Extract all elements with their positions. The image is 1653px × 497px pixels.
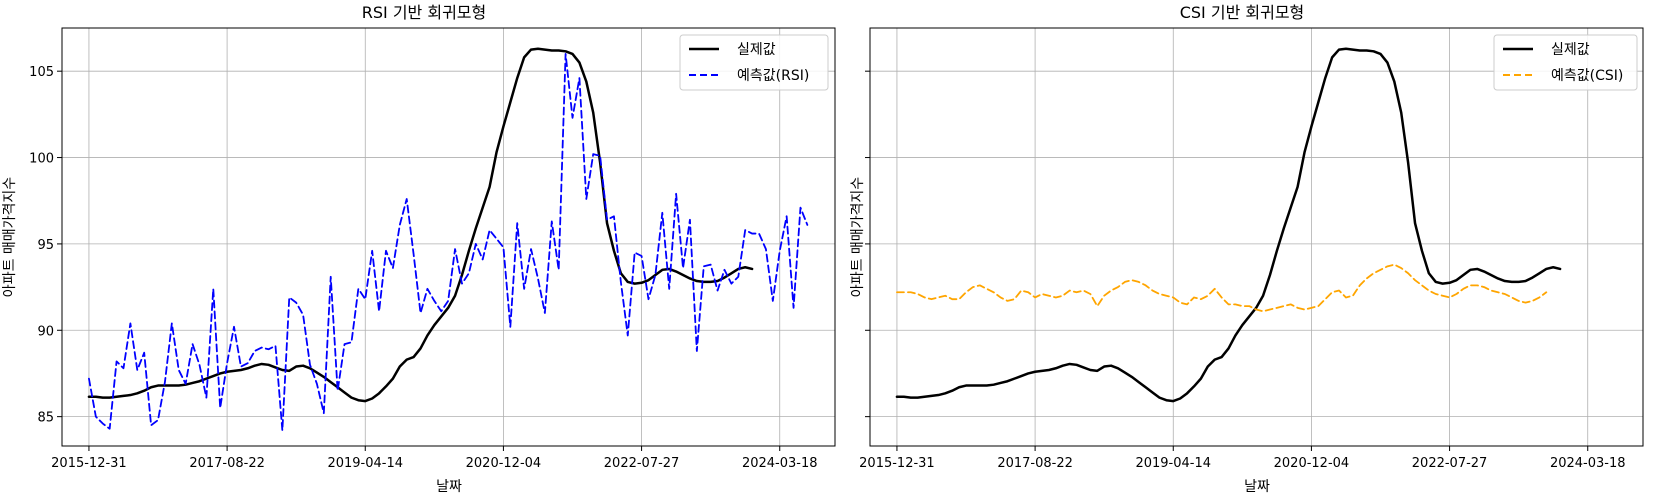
rsi-legend-actual-label: 실제값 — [737, 42, 776, 58]
csi-chart-title: CSI 기반 회귀모형 — [1180, 3, 1305, 22]
rsi-plot-frame — [61, 27, 836, 447]
csi-series-layer — [895, 47, 1562, 403]
rsi-y-tick-label: 105 — [29, 65, 54, 80]
csi-chart-panel: CSI 기반 회귀모형 2015-12-31 2017-08-22 2019-04-… — [850, 3, 1644, 495]
rsi-x-tick-label: 2020-12-04 — [466, 456, 542, 471]
csi-predicted-series-line — [896, 263, 1548, 313]
rsi-x-tick-label: 2022-07-27 — [604, 456, 680, 471]
rsi-y-tick-label: 85 — [37, 411, 54, 426]
rsi-chart-panel: RSI 기반 회귀모형 2015-12-31 2017-08-22 2019-04-… — [2, 3, 836, 495]
rsi-x-tick-label: 2024-03-18 — [742, 456, 818, 471]
csi-y-axis-label: 아파트 매매가격지수 — [850, 177, 866, 297]
csi-legend-actual-label: 실제값 — [1551, 42, 1590, 58]
rsi-x-tick-label: 2019-04-14 — [327, 456, 403, 471]
rsi-x-axis-label: 날짜 — [436, 479, 462, 495]
csi-legend: 실제값 예측값(CSI) — [1493, 34, 1638, 91]
csi-legend-predicted-label: 예측값(CSI) — [1551, 68, 1623, 84]
rsi-x-tick-label: 2015-12-31 — [51, 456, 127, 471]
csi-x-tick-label: 2024-03-18 — [1550, 456, 1626, 471]
rsi-chart-title: RSI 기반 회귀모형 — [362, 3, 486, 22]
rsi-x-tick-label: 2017-08-22 — [189, 456, 265, 471]
rsi-gridlines — [62, 28, 835, 446]
rsi-y-tick-label: 95 — [37, 238, 54, 253]
rsi-y-tick-label: 90 — [37, 324, 54, 339]
csi-x-tick-label: 2020-12-04 — [1274, 456, 1350, 471]
rsi-x-axis-ticks: 2015-12-31 2017-08-22 2019-04-14 2020-12-04… — [51, 446, 818, 471]
rsi-y-tick-label: 100 — [29, 152, 54, 167]
rsi-legend-predicted-label: 예측값(RSI) — [737, 68, 809, 84]
csi-x-tick-label: 2017-08-22 — [997, 456, 1073, 471]
csi-x-axis-ticks: 2015-12-31 2017-08-22 2019-04-14 2020-12-04… — [859, 446, 1626, 471]
csi-x-axis-label: 날짜 — [1244, 479, 1270, 495]
rsi-y-axis-ticks: 85 90 95 100 105 — [29, 65, 62, 426]
csi-y-axis-ticks — [865, 70, 870, 418]
rsi-actual-series-line — [87, 47, 754, 403]
rsi-legend: 실제값 예측값(RSI) — [679, 34, 829, 91]
rsi-series-layer — [87, 47, 809, 432]
csi-actual-series-line — [895, 47, 1562, 403]
csi-plot-frame — [869, 27, 1644, 447]
csi-x-tick-label: 2022-07-27 — [1412, 456, 1488, 471]
rsi-y-axis-label: 아파트 매매가격지수 — [2, 177, 18, 297]
csi-x-tick-label: 2015-12-31 — [859, 456, 935, 471]
rsi-predicted-series-line — [88, 53, 809, 432]
csi-x-tick-label: 2019-04-14 — [1135, 456, 1211, 471]
